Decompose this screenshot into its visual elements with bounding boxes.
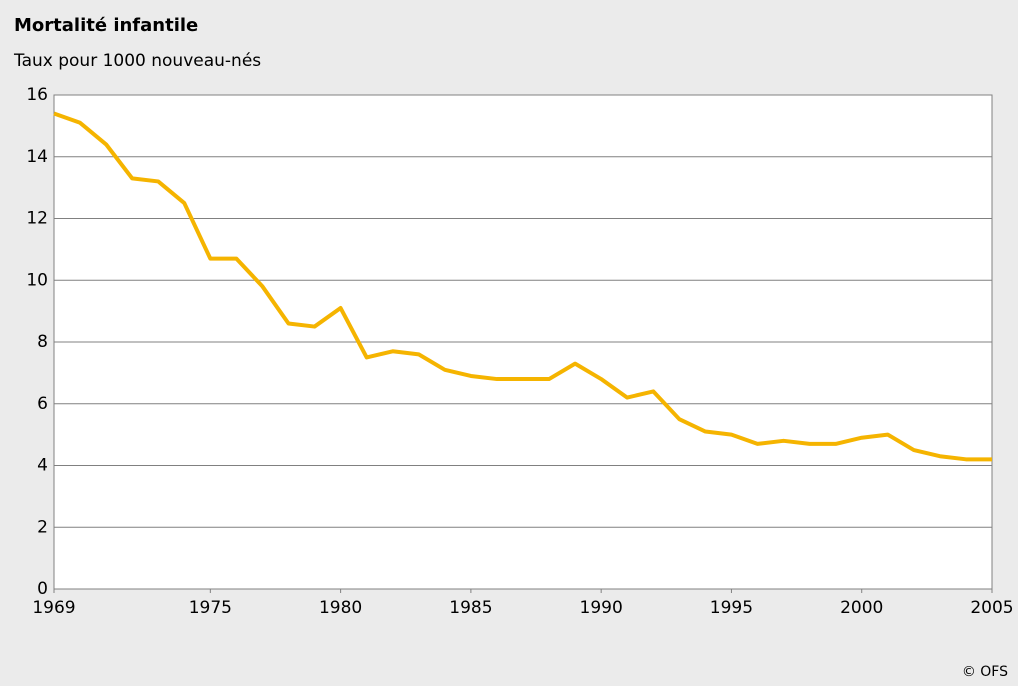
chart-title: Mortalité infantile [14,15,198,36]
y-tick-label: 10 [26,270,48,290]
y-tick-label: 0 [37,579,48,599]
y-tick-label: 14 [26,147,48,167]
x-tick-label: 1995 [710,598,753,618]
y-tick-label: 16 [26,85,48,105]
x-tick-label: 1980 [319,598,362,618]
x-tick-label: 1985 [449,598,492,618]
x-tick-label: 1990 [580,598,623,618]
line-series [53,111,992,462]
x-tick-label: 2005 [970,598,1013,618]
y-tick-label: 12 [26,209,48,229]
y-tick-label: 6 [37,394,48,414]
y-tick-label: 4 [37,456,48,476]
y-tick-label: 8 [37,332,48,352]
y-tick-label: 2 [37,517,48,537]
x-tick-label: 1975 [189,598,232,618]
credit: © OFS [962,664,1008,680]
chart-subtitle: Taux pour 1000 nouveau-nés [13,51,261,71]
x-tick-label: 2000 [840,598,883,618]
x-tick-label: 1969 [32,598,75,618]
